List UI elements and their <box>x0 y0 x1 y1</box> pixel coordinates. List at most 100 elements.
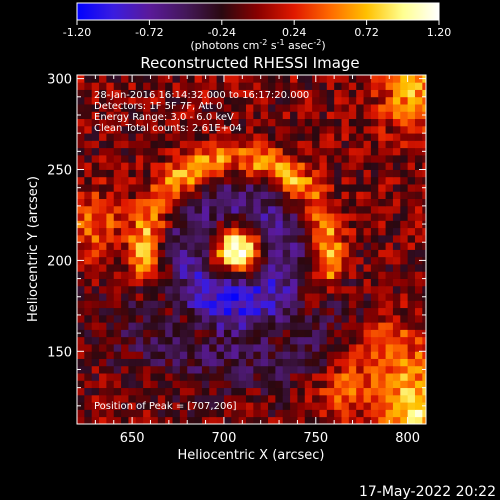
heatmap-cell <box>187 104 195 112</box>
heatmap-cell <box>238 133 247 141</box>
heatmap-cell <box>179 278 188 287</box>
heatmap-cell <box>282 416 291 424</box>
heatmap-cell <box>113 176 122 185</box>
heatmap-cell <box>422 154 426 163</box>
heatmap-cell <box>121 293 129 301</box>
heatmap-cell <box>290 140 298 149</box>
heatmap-cell <box>370 256 379 265</box>
heatmap-cell <box>106 89 115 98</box>
heatmap-cell <box>143 300 151 309</box>
heatmap-cell <box>84 213 93 221</box>
heatmap-cell <box>194 380 203 389</box>
heatmap-cell <box>113 213 122 221</box>
heatmap-cell <box>121 314 129 323</box>
heatmap-cell <box>290 242 298 250</box>
heatmap-cell <box>223 365 232 374</box>
heatmap-cell <box>356 387 364 396</box>
heatmap-cell <box>165 82 173 90</box>
heatmap-cell <box>194 416 203 424</box>
heatmap-cell <box>113 169 122 178</box>
heatmap-cell <box>304 205 313 214</box>
heatmap-cell <box>304 402 313 410</box>
heatmap-cell <box>84 198 93 207</box>
heatmap-cell <box>121 125 129 134</box>
heatmap-cell <box>341 82 350 90</box>
heatmap-cell <box>341 409 350 418</box>
heatmap-cell <box>370 104 379 112</box>
heatmap-cell <box>99 169 107 178</box>
heatmap-cell <box>275 89 284 98</box>
heatmap-cell <box>370 176 379 185</box>
heatmap-cell <box>319 213 328 221</box>
heatmap-cell <box>223 154 232 163</box>
heatmap-cell <box>334 220 342 229</box>
heatmap-cell <box>113 365 122 374</box>
heatmap-cell <box>334 402 342 410</box>
heatmap-cell <box>304 242 313 250</box>
heatmap-cell <box>157 402 166 410</box>
heatmap-cell <box>422 344 426 352</box>
heatmap-cell <box>334 358 342 367</box>
y-tick-label: 300 <box>47 73 72 88</box>
heatmap-cell <box>209 104 217 112</box>
heatmap-cell <box>172 256 181 265</box>
heatmap-cell <box>157 205 166 214</box>
heatmap-cell <box>77 104 85 112</box>
heatmap-cell <box>356 89 364 98</box>
heatmap-cell <box>150 380 159 389</box>
heatmap-cell <box>157 256 166 265</box>
heatmap-cell <box>231 75 240 83</box>
heatmap-cell <box>106 358 115 367</box>
heatmap-cell <box>290 416 298 424</box>
heatmap-cell <box>275 300 284 309</box>
heatmap-cell <box>297 169 306 178</box>
heatmap-cell <box>326 271 335 279</box>
heatmap-cell <box>400 278 409 287</box>
heatmap-cell <box>194 409 203 418</box>
heatmap-cell <box>363 351 372 359</box>
heatmap-cell <box>99 104 107 112</box>
heatmap-cell <box>150 271 159 279</box>
heatmap-cell <box>135 191 144 200</box>
heatmap-cell <box>392 278 401 287</box>
heatmap-cell <box>157 220 166 229</box>
heatmap-cell <box>223 111 232 120</box>
heatmap-cell <box>209 256 217 265</box>
heatmap-cell <box>172 387 181 396</box>
heatmap-cell <box>268 285 276 294</box>
heatmap-cell <box>128 365 137 374</box>
heatmap-cell <box>268 380 276 389</box>
heatmap-cell <box>392 162 401 170</box>
heatmap-cell <box>392 271 401 279</box>
heatmap-cell <box>348 264 357 272</box>
heatmap-cell <box>165 322 173 330</box>
heatmap-cell <box>106 264 115 272</box>
heatmap-cell <box>77 242 85 250</box>
heatmap-cell <box>121 249 129 258</box>
heatmap-cell <box>334 104 342 112</box>
heatmap-cell <box>356 213 364 221</box>
heatmap-cell <box>341 111 350 120</box>
heatmap-cell <box>356 365 364 374</box>
heatmap-cell <box>253 184 262 192</box>
heatmap-cell <box>400 409 409 418</box>
heatmap-cell <box>187 184 195 192</box>
heatmap-cell <box>319 329 328 338</box>
heatmap-cell <box>194 104 203 112</box>
heatmap-cell <box>392 314 401 323</box>
heatmap-cell <box>319 373 328 381</box>
heatmap-cell <box>84 336 93 345</box>
heatmap-cell <box>201 336 210 345</box>
heatmap-cell <box>143 162 151 170</box>
heatmap-cell <box>268 402 276 410</box>
heatmap-cell <box>363 213 372 221</box>
heatmap-cell <box>282 191 291 200</box>
heatmap-cell <box>356 234 364 243</box>
heatmap-cell <box>99 271 107 279</box>
heatmap-cell <box>319 271 328 279</box>
heatmap-cell <box>400 249 409 258</box>
heatmap-cell <box>231 402 240 410</box>
heatmap-cell <box>187 234 195 243</box>
heatmap-cell <box>334 184 342 192</box>
heatmap-cell <box>363 234 372 243</box>
